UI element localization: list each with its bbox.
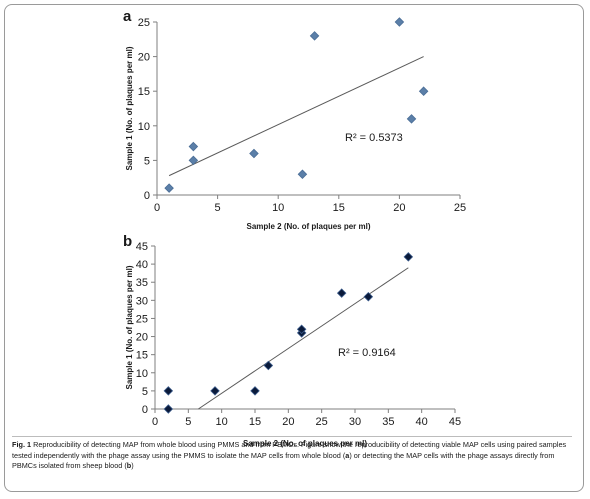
x-tick-label: 5 [185, 416, 191, 428]
y-tick-label: 0 [144, 190, 150, 202]
x-tick-label: 45 [449, 416, 461, 428]
x-tick-label: 20 [282, 416, 294, 428]
y-tick-label: 5 [144, 155, 150, 167]
caption-ref-b: b [126, 461, 132, 471]
data-point [188, 141, 199, 152]
data-point [249, 148, 259, 159]
x-tick-label: 20 [393, 202, 405, 214]
x-tick-label: 10 [216, 416, 228, 428]
data-point [163, 404, 174, 414]
x-tick-label: 30 [349, 416, 361, 428]
caption-fig-label: Fig. 1 [12, 440, 32, 449]
trendline [168, 56, 424, 177]
data-point [188, 155, 199, 166]
data-point [406, 114, 417, 124]
caption-text-2: ) or detecting the MAP cells with the ph… [12, 450, 555, 471]
x-tick-label: 25 [454, 202, 466, 214]
x-tick-label: 40 [416, 416, 428, 428]
x-tick-label: 0 [154, 202, 160, 214]
data-point [164, 183, 174, 193]
caption-ref-a: a [345, 450, 350, 460]
data-point [263, 360, 274, 371]
data-point [418, 86, 429, 96]
scatter-panel-b: 0 5 10 15 20 25 30 35 40 45 0 5 10 15 20 25 30 35 40 45 R² =… [123, 233, 461, 448]
caption-text-1: Reproducibility of detecting MAP from wh… [12, 440, 567, 460]
x-tick-label: 25 [316, 416, 328, 428]
y-tick-label: 25 [136, 313, 148, 325]
x-tick-label: 15 [249, 416, 261, 428]
data-point [210, 386, 220, 396]
y-tick-label: 0 [142, 404, 148, 416]
data-point [336, 288, 347, 298]
y-axis-title: Sample 1 (No. of plaques per ml) [125, 46, 134, 170]
data-point [309, 31, 320, 41]
data-point [394, 17, 405, 27]
x-tick-label: 35 [382, 416, 394, 428]
y-tick-label: 45 [136, 241, 148, 253]
data-point [250, 386, 260, 396]
figure-caption: Fig. 1 Reproducibility of detecting MAP … [12, 436, 572, 472]
data-point [163, 386, 174, 396]
y-tick-label: 15 [138, 86, 150, 98]
y-tick-label: 40 [136, 259, 148, 271]
data-point [403, 252, 414, 262]
x-axis-title: Sample 2 (No. of plaques per ml) [243, 439, 367, 448]
y-tick-label: 10 [138, 121, 150, 133]
r-squared-annotation: R² = 0.9164 [338, 347, 396, 359]
data-point [297, 169, 308, 180]
x-tick-label: 5 [215, 202, 221, 214]
panel-letter: b [123, 233, 132, 250]
y-tick-label: 30 [136, 295, 148, 307]
figure-frame [4, 4, 584, 492]
y-axis-title: Sample 1 (No. of plaques per ml) [125, 265, 134, 389]
y-tick-label: 20 [138, 52, 150, 64]
r-squared-annotation: R² = 0.5373 [345, 132, 403, 144]
y-tick-label: 35 [136, 277, 148, 289]
trendline [198, 267, 409, 410]
y-tick-label: 20 [136, 332, 148, 344]
x-tick-label: 15 [333, 202, 345, 214]
y-tick-label: 15 [136, 350, 148, 362]
y-tick-label: 25 [138, 17, 150, 29]
data-point [296, 324, 307, 335]
x-tick-label: 10 [272, 202, 284, 214]
x-axis-title: Sample 2 (No. of plaques per ml) [246, 222, 370, 231]
y-tick-label: 10 [136, 368, 148, 380]
data-point [363, 291, 374, 302]
x-tick-label: 0 [152, 416, 158, 428]
panel-letter: a [123, 8, 132, 25]
caption-text-3: ) [131, 461, 134, 471]
y-tick-label: 5 [142, 386, 148, 398]
scatter-panel-a: 0 5 10 15 20 25 0 5 10 15 20 25 R² = 0.5373 a Sample 2… [123, 8, 466, 231]
